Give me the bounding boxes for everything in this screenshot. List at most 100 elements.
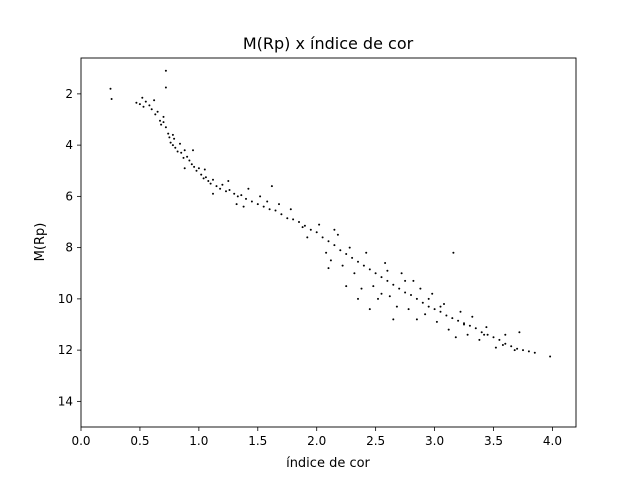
- data-point: [270, 185, 273, 188]
- data-point: [368, 268, 371, 271]
- data-point: [138, 103, 141, 106]
- data-point: [167, 132, 170, 135]
- data-point: [454, 336, 457, 339]
- data-point: [452, 251, 455, 254]
- data-point: [164, 86, 167, 89]
- data-point: [160, 123, 163, 126]
- data-point: [301, 226, 304, 229]
- data-point: [513, 349, 516, 352]
- data-point: [162, 121, 165, 124]
- data-point: [233, 192, 236, 195]
- data-point: [202, 177, 205, 180]
- data-point: [245, 197, 247, 200]
- data-point: [227, 180, 230, 182]
- data-point: [412, 279, 415, 282]
- data-point: [421, 301, 424, 304]
- data-point: [398, 287, 401, 290]
- data-point: [174, 146, 177, 149]
- data-point: [395, 305, 398, 308]
- data-point: [357, 297, 359, 300]
- data-point: [471, 315, 474, 318]
- data-point: [527, 350, 530, 353]
- data-point: [447, 328, 450, 331]
- data-point: [212, 192, 214, 195]
- data-point: [148, 104, 151, 107]
- data-point: [439, 305, 442, 308]
- data-point: [315, 231, 318, 234]
- data-point: [380, 292, 383, 295]
- data-point: [188, 159, 191, 162]
- data-point: [225, 190, 227, 193]
- data-point: [164, 126, 167, 129]
- data-point: [478, 338, 481, 341]
- y-tick-label: 10: [58, 292, 73, 306]
- y-tick-label: 6: [65, 189, 73, 203]
- data-point: [333, 244, 336, 247]
- data-point: [236, 195, 239, 198]
- data-point: [427, 305, 430, 308]
- points-layer: [109, 69, 552, 358]
- data-point: [480, 331, 483, 334]
- data-point: [141, 96, 144, 99]
- data-point: [327, 240, 330, 243]
- data-point: [386, 279, 389, 282]
- data-point: [386, 269, 389, 272]
- data-point: [169, 141, 172, 144]
- x-axis-ticks: 0.0 0.5 1.0 1.5 2.0 2.5 3.0 3.5 4.0: [71, 427, 562, 448]
- data-point: [219, 187, 222, 190]
- plot-area-frame: [80, 57, 577, 428]
- data-point: [159, 119, 161, 122]
- data-point: [192, 149, 194, 152]
- data-point: [415, 297, 418, 300]
- data-point: [278, 203, 280, 206]
- data-point: [221, 183, 224, 186]
- data-point: [494, 346, 497, 349]
- data-point: [292, 218, 295, 221]
- data-point: [357, 260, 359, 263]
- data-point: [474, 327, 477, 330]
- x-tick-label: 3.5: [484, 434, 503, 448]
- data-point: [380, 276, 383, 279]
- data-point: [410, 294, 412, 296]
- data-point: [466, 333, 469, 336]
- data-point: [144, 100, 147, 103]
- data-point: [259, 195, 262, 198]
- data-point: [485, 326, 488, 329]
- data-point: [228, 189, 231, 191]
- data-point: [404, 279, 407, 282]
- x-tick-label: 2.0: [307, 434, 326, 448]
- data-point: [362, 264, 365, 267]
- data-point: [250, 200, 253, 203]
- data-point: [183, 167, 186, 170]
- data-point: [368, 308, 371, 311]
- x-tick-label: 4.0: [543, 434, 562, 448]
- data-point: [463, 323, 465, 326]
- y-axis-label: M(Rp): [33, 223, 48, 262]
- data-point: [498, 338, 501, 341]
- y-tick-label: 14: [58, 394, 73, 408]
- data-point: [351, 256, 354, 259]
- data-point: [459, 310, 462, 313]
- data-point: [504, 333, 507, 336]
- data-point: [392, 283, 395, 286]
- data-point: [195, 169, 198, 172]
- data-point: [388, 295, 391, 298]
- x-tick-label: 2.5: [366, 434, 385, 448]
- data-point: [445, 314, 448, 317]
- y-axis-ticks: 2 4 6 8 10 12 14: [58, 87, 81, 408]
- data-point: [142, 105, 145, 108]
- data-point: [247, 187, 250, 190]
- data-point: [286, 217, 289, 220]
- data-point: [209, 182, 212, 185]
- data-point: [298, 221, 300, 223]
- chart-title: M(Rp) x índice de cor: [243, 34, 414, 53]
- data-point: [164, 69, 167, 72]
- data-point: [197, 167, 200, 170]
- data-point: [483, 333, 486, 336]
- data-point: [168, 136, 171, 139]
- y-tick-label: 4: [65, 138, 73, 152]
- data-point: [162, 115, 165, 118]
- x-tick-label: 3.0: [425, 434, 444, 448]
